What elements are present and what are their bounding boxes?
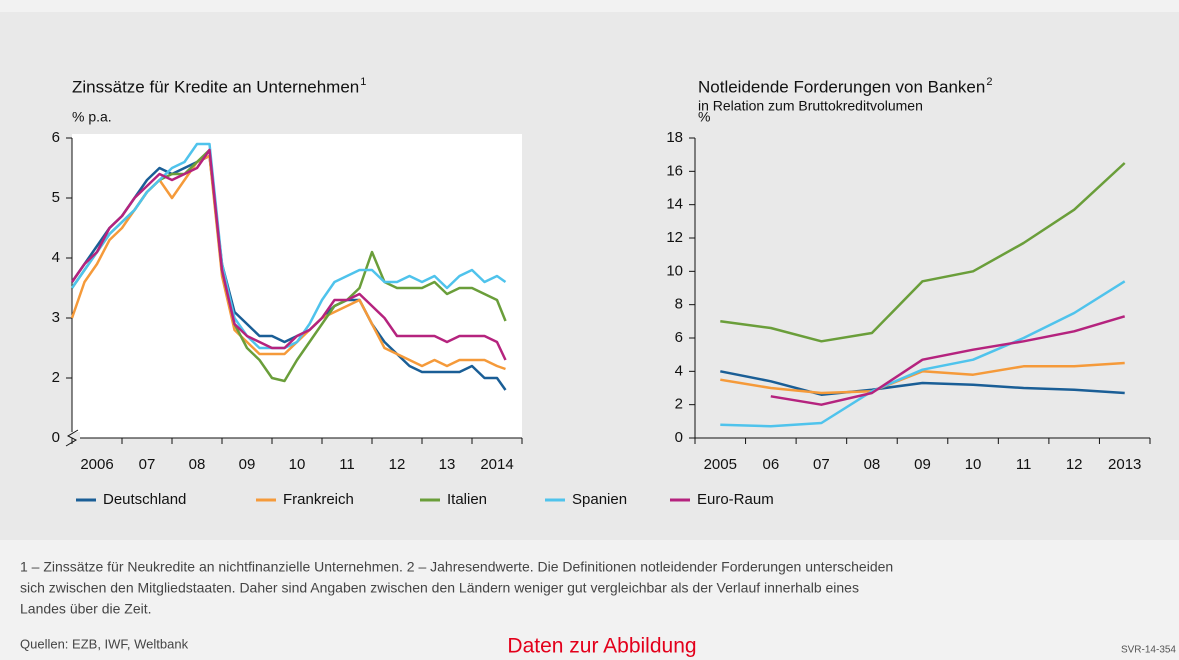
y-unit: % bbox=[698, 109, 710, 125]
x-tick-label: 2006 bbox=[80, 456, 113, 473]
x-tick-label: 09 bbox=[239, 456, 256, 473]
x-tick-label: 2013 bbox=[1108, 456, 1141, 473]
legend-label: Euro-Raum bbox=[697, 491, 774, 508]
x-tick-label: 07 bbox=[139, 456, 156, 473]
sources: Quellen: EZB, IWF, Weltbank bbox=[20, 636, 189, 651]
x-tick-label: 2005 bbox=[704, 456, 737, 473]
y-tick-label: 14 bbox=[666, 196, 683, 213]
legend-label: Frankreich bbox=[283, 491, 354, 508]
legend-label: Deutschland bbox=[103, 491, 186, 508]
figure-code: SVR-14-354 bbox=[1121, 645, 1176, 656]
title-note: 1 bbox=[360, 76, 366, 88]
data-line bbox=[70, 148, 507, 361]
y-tick-label: 18 bbox=[666, 129, 683, 146]
chart-title: Zinssätze für Kredite an Unternehmen bbox=[72, 77, 359, 96]
y-unit: % p.a. bbox=[72, 109, 112, 125]
legend-label: Spanien bbox=[572, 491, 627, 508]
x-tick-label: 13 bbox=[439, 456, 456, 473]
data-line bbox=[770, 315, 1126, 406]
x-tick-label: 08 bbox=[864, 456, 881, 473]
x-tick-label: 06 bbox=[762, 456, 779, 473]
title-note: 2 bbox=[986, 76, 992, 88]
x-tick-label: 10 bbox=[965, 456, 982, 473]
x-tick-label: 12 bbox=[389, 456, 406, 473]
chart-subtitle: in Relation zum Bruttokreditvolumen bbox=[698, 98, 923, 114]
y-tick-label: 4 bbox=[52, 249, 60, 266]
y-tick-label: 5 bbox=[52, 189, 60, 206]
y-tick-label: 4 bbox=[675, 362, 683, 379]
y-tick-label: 2 bbox=[52, 369, 60, 386]
chart-title: Notleidende Forderungen von Banken bbox=[698, 77, 985, 96]
x-tick-label: 08 bbox=[189, 456, 206, 473]
data-line bbox=[720, 280, 1126, 428]
data-line bbox=[720, 370, 1125, 396]
data-line bbox=[70, 142, 507, 350]
data-link[interactable]: Daten zur Abbildung bbox=[507, 635, 696, 658]
legend-label: Italien bbox=[447, 491, 487, 508]
x-tick-label: 2014 bbox=[480, 456, 513, 473]
y-tick-label: 12 bbox=[666, 229, 683, 246]
x-tick-label: 07 bbox=[813, 456, 830, 473]
y-tick-label: 10 bbox=[666, 262, 683, 279]
footnote: Landes über die Zeit. bbox=[20, 601, 152, 617]
y-tick-label: 0 bbox=[675, 429, 683, 446]
footnote: 1 – Zinssätze für Neukredite an nichtfin… bbox=[20, 559, 893, 575]
x-tick-label: 12 bbox=[1066, 456, 1083, 473]
y-tick-label: 8 bbox=[675, 296, 683, 313]
x-tick-label: 11 bbox=[1016, 456, 1032, 473]
y-tick-label: 0 bbox=[52, 429, 60, 446]
y-tick-label: 6 bbox=[52, 129, 60, 146]
y-tick-label: 6 bbox=[675, 329, 683, 346]
data-line bbox=[720, 162, 1126, 343]
x-tick-label: 10 bbox=[289, 456, 306, 473]
plot-background bbox=[72, 134, 522, 438]
data-line bbox=[70, 154, 507, 391]
data-line bbox=[720, 361, 1125, 395]
footnote: sich zwischen den Mitgliedstaaten. Daher… bbox=[20, 580, 859, 596]
y-tick-label: 3 bbox=[52, 309, 60, 326]
x-tick-label: 11 bbox=[339, 456, 355, 473]
y-tick-label: 16 bbox=[666, 162, 683, 179]
x-tick-label: 09 bbox=[914, 456, 931, 473]
y-tick-label: 2 bbox=[675, 396, 683, 413]
